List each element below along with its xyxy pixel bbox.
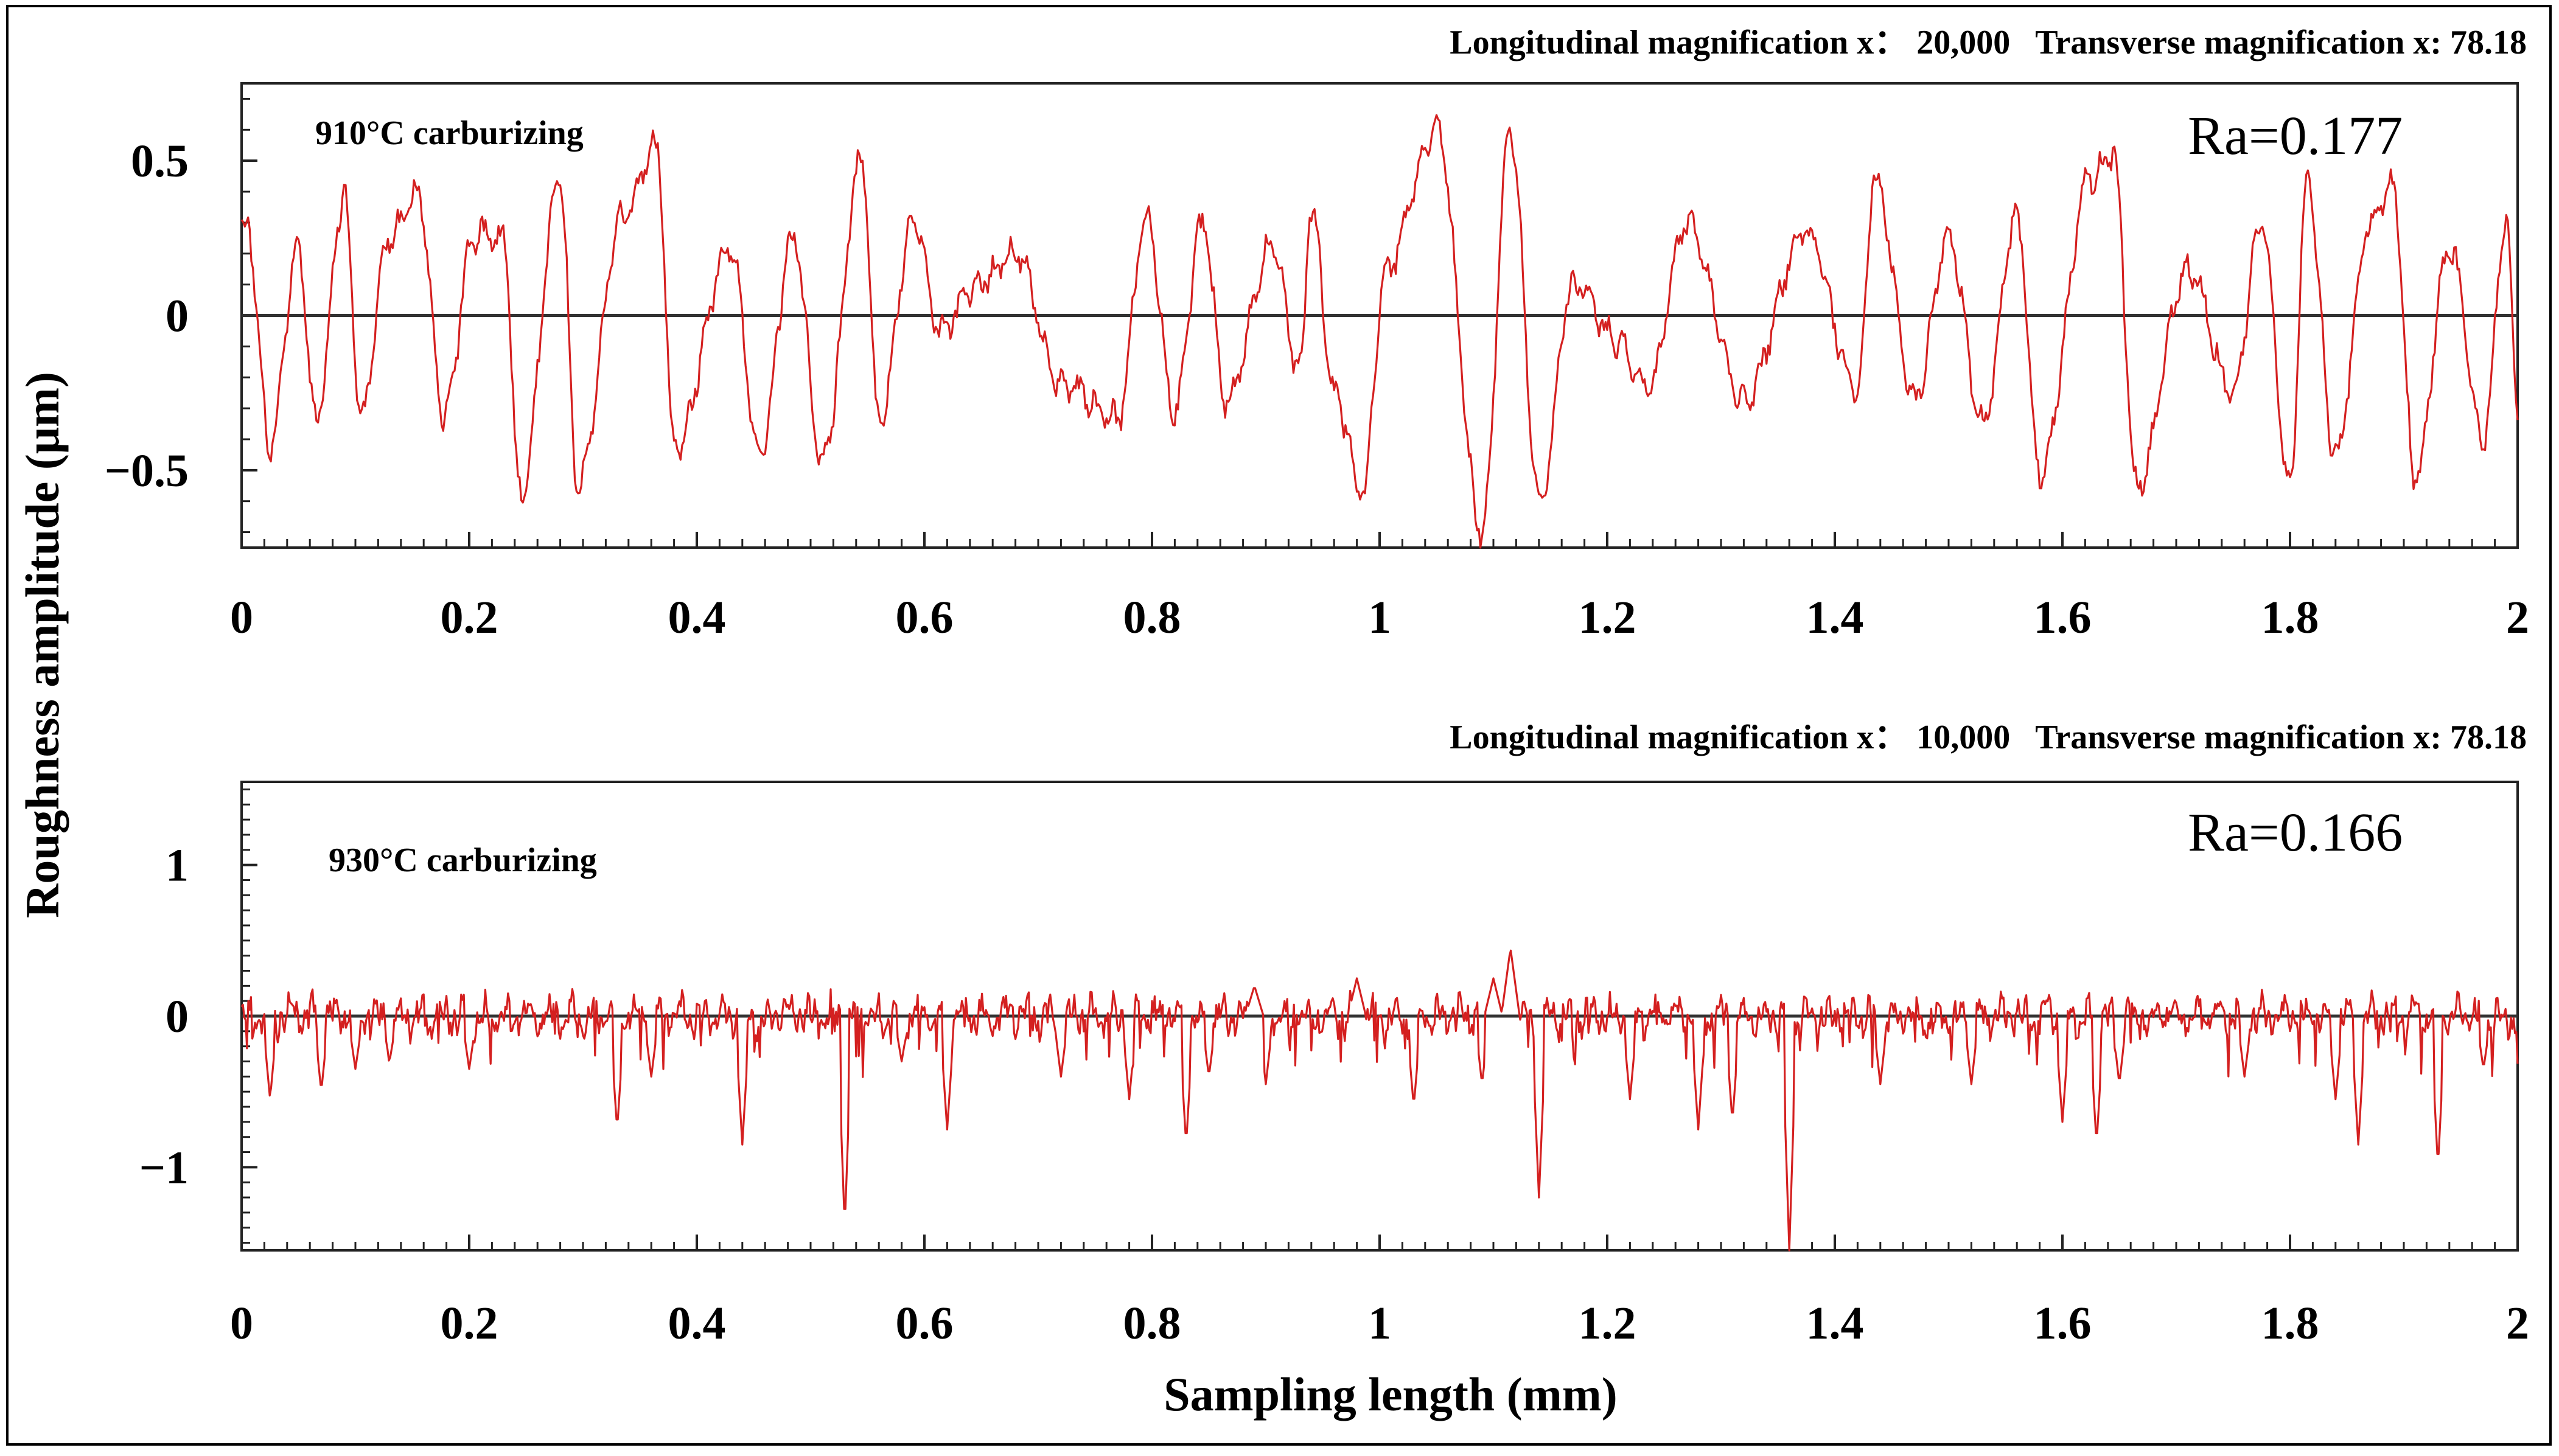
- x-tick-label: 2: [2506, 592, 2529, 643]
- bottom-roughness-trace: [240, 949, 2519, 1252]
- bottom-magnification-label: Longitudinal magnification x： 10,000 Tra…: [1450, 719, 2527, 756]
- y-tick-label: 0: [166, 291, 189, 342]
- x-tick-label: 1.4: [1806, 1298, 1864, 1349]
- top-x-tick-labels: 0 0.2 0.4 0.6 0.8 1 1.2 1.4 1.6 1.8 2: [230, 592, 2529, 643]
- x-tick-label: 0.8: [1123, 592, 1181, 643]
- x-tick-label: 1: [1368, 592, 1391, 643]
- x-tick-label: 0.8: [1123, 1298, 1181, 1349]
- x-axis-title: Sampling length (mm): [1164, 1368, 1617, 1421]
- x-tick-label: 0.4: [668, 1298, 726, 1349]
- bottom-y-tick-labels: −1 0 1: [139, 840, 189, 1194]
- x-tick-label: 1.2: [1579, 1298, 1636, 1349]
- y-tick-label: −1: [139, 1142, 189, 1193]
- x-tick-label: 1.8: [2261, 592, 2319, 643]
- y-axis-title: Roughness amplitude (μm): [16, 372, 69, 918]
- bottom-x-tick-labels: 0 0.2 0.4 0.6 0.8 1 1.2 1.4 1.6 1.8 2: [230, 1298, 2529, 1349]
- x-tick-label: 0.2: [441, 592, 498, 643]
- top-magnification-label: Longitudinal magnification x： 20,000 Tra…: [1450, 24, 2527, 61]
- x-tick-label: 1.2: [1579, 592, 1636, 643]
- x-tick-label: 0: [230, 1298, 253, 1349]
- y-tick-label: −0.5: [105, 445, 189, 496]
- x-tick-label: 0.6: [896, 1298, 954, 1349]
- x-tick-label: 1: [1368, 1298, 1391, 1349]
- y-tick-label: 0.5: [131, 136, 189, 187]
- y-tick-label: 0: [166, 991, 189, 1042]
- bottom-axis-ticks: [240, 788, 2519, 1250]
- x-tick-label: 1.4: [1806, 592, 1864, 643]
- bottom-ra-label: Ra=0.166: [2188, 803, 2403, 863]
- x-tick-label: 2: [2506, 1298, 2529, 1349]
- top-panel-label: 910°C carburizing: [315, 114, 584, 152]
- x-tick-label: 1.6: [2034, 592, 2092, 643]
- x-tick-label: 1.6: [2034, 1298, 2092, 1349]
- x-tick-label: 0: [230, 592, 253, 643]
- top-y-tick-labels: −0.5 0 0.5: [105, 136, 189, 496]
- top-panel: Longitudinal magnification x： 20,000 Tra…: [105, 24, 2529, 643]
- top-roughness-trace: [240, 114, 2519, 549]
- x-tick-label: 0.6: [896, 592, 954, 643]
- bottom-panel-label: 930°C carburizing: [329, 841, 597, 879]
- y-tick-label: 1: [166, 840, 189, 891]
- x-tick-label: 1.8: [2261, 1298, 2319, 1349]
- x-tick-label: 0.2: [441, 1298, 498, 1349]
- x-tick-label: 0.4: [668, 592, 726, 643]
- top-ra-label: Ra=0.177: [2188, 106, 2403, 166]
- bottom-panel: Longitudinal magnification x： 10,000 Tra…: [139, 719, 2529, 1349]
